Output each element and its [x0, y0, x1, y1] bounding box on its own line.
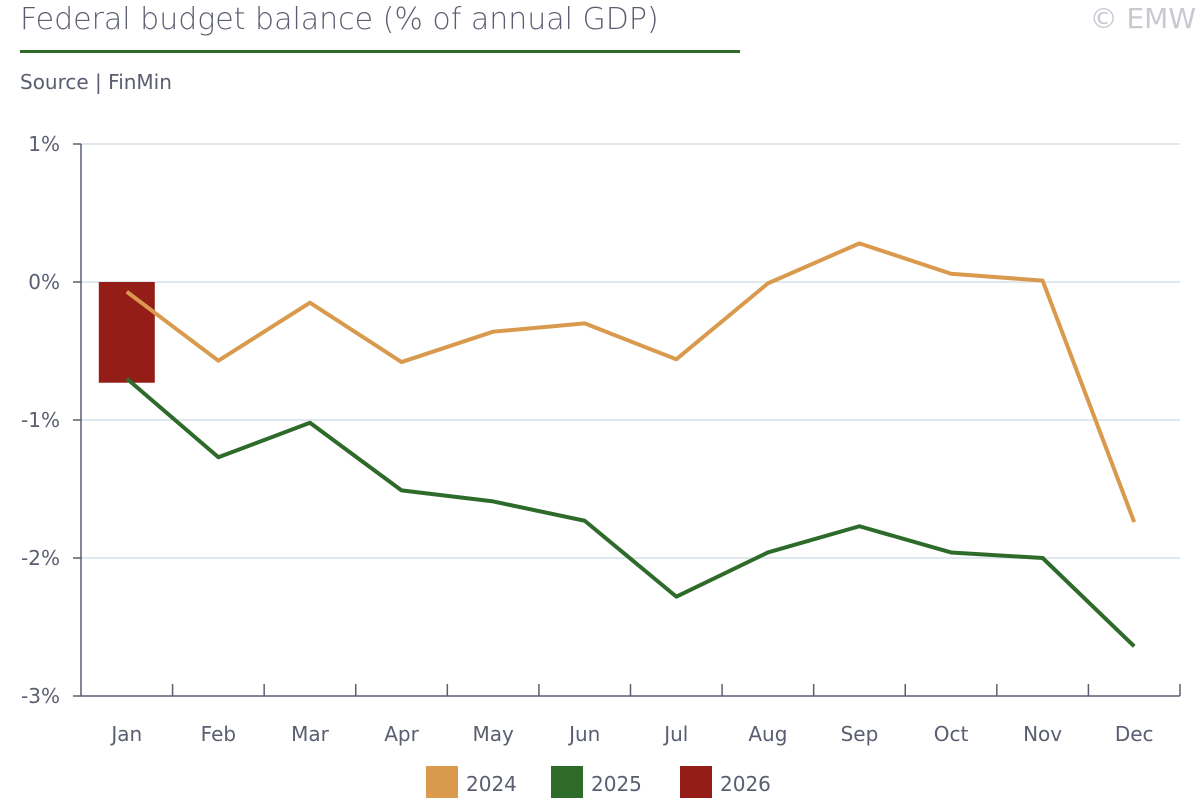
x-tick-label: Jun	[567, 722, 600, 746]
y-tick-label: -2%	[21, 546, 60, 570]
legend-swatch-2024	[426, 766, 458, 798]
legend-label-2026: 2026	[720, 772, 771, 796]
legend-label-2025: 2025	[591, 772, 642, 796]
x-tick-label: May	[472, 722, 514, 746]
line-2024	[125, 241, 1137, 523]
chart-title: Federal budget balance (% of annual GDP)	[20, 2, 659, 37]
x-tick-label: Jul	[662, 722, 688, 746]
line-2025	[125, 377, 1136, 648]
x-tick-label: Sep	[841, 722, 879, 746]
y-tick-label: -1%	[21, 408, 60, 432]
x-tick-label: Nov	[1023, 722, 1062, 746]
title-underline	[20, 50, 740, 53]
bar-2026	[98, 282, 155, 383]
legend-swatch-2025	[551, 766, 583, 798]
y-tick-label: 0%	[28, 270, 60, 294]
y-tick-label: 1%	[28, 132, 60, 156]
x-tick-label: Mar	[291, 722, 330, 746]
copyright: © EMW	[1089, 2, 1196, 35]
y-tick-label: -3%	[21, 684, 60, 708]
x-tick-label: Apr	[384, 722, 419, 746]
source-label: Source | FinMin	[20, 70, 172, 94]
legend-swatch-2026	[680, 766, 712, 798]
x-tick-label: Oct	[934, 722, 969, 746]
x-tick-label: Feb	[201, 722, 236, 746]
x-tick-label: Aug	[748, 722, 787, 746]
x-tick-label: Dec	[1115, 722, 1154, 746]
legend-label-2024: 2024	[466, 772, 517, 796]
x-tick-label: Jan	[109, 722, 142, 746]
